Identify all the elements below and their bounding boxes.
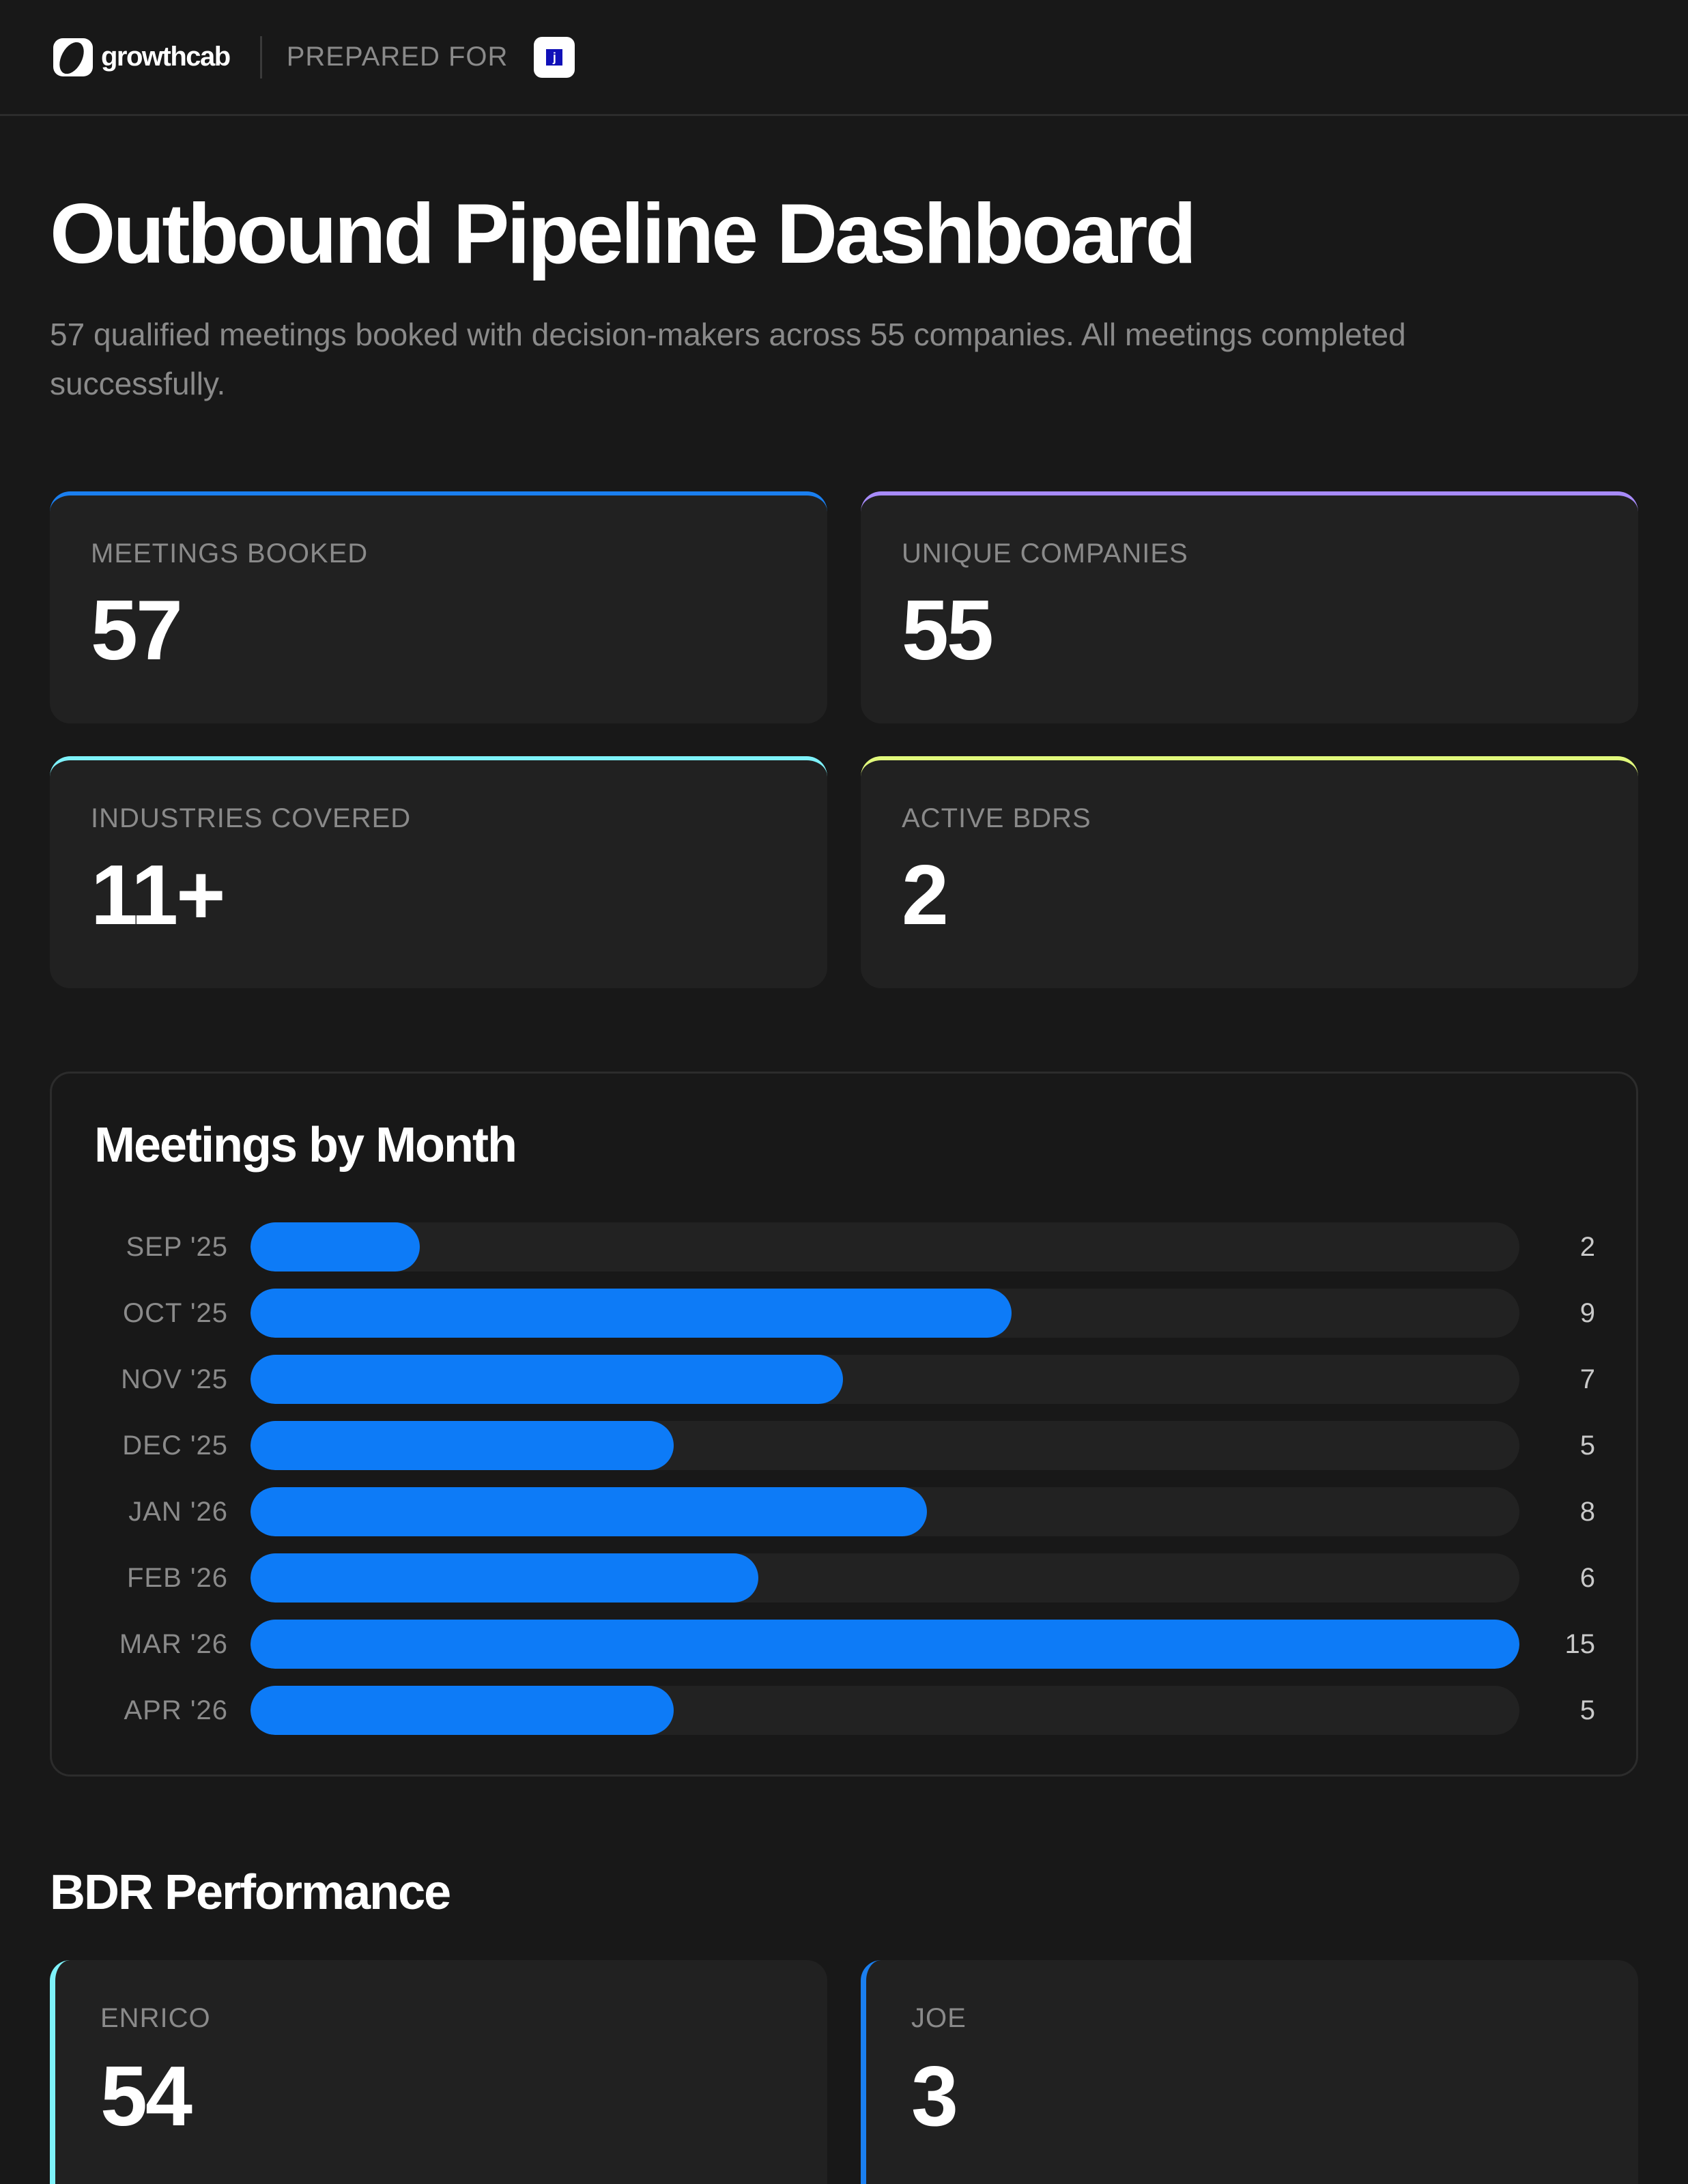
bar-track (251, 1553, 1519, 1603)
bdr-performance-title: BDR Performance (50, 1865, 451, 1920)
bar-fill (251, 1620, 1519, 1669)
stat-value: 57 (91, 584, 183, 678)
bar-month-label: FEB '26 (126, 1563, 228, 1593)
stat-card-unique-companies: UNIQUE COMPANIES 55 (861, 491, 1638, 723)
bar-row: OCT '25 9 (52, 1289, 1636, 1338)
growthcab-logo-icon (53, 38, 93, 76)
bar-value: 6 (1579, 1563, 1595, 1593)
bar-track (251, 1355, 1519, 1404)
bar-month-label: NOV '25 (121, 1364, 228, 1394)
bar-month-label: DEC '25 (122, 1431, 228, 1461)
bar-fill (251, 1553, 758, 1603)
bar-track (251, 1620, 1519, 1669)
chart-title: Meetings by Month (94, 1118, 517, 1173)
bar-value: 7 (1579, 1364, 1595, 1394)
bar-fill (251, 1355, 843, 1404)
header-divider (259, 35, 262, 78)
stat-label: INDUSTRIES COVERED (91, 803, 412, 833)
bar-track (251, 1686, 1519, 1735)
meetings-by-month-chart: Meetings by Month SEP '25 2 OCT '25 9 NOV '2… (50, 1072, 1638, 1777)
bar-fill (251, 1289, 1012, 1338)
prepared-for-label: PREPARED FOR (286, 42, 509, 72)
bar-value: 15 (1564, 1629, 1596, 1659)
bar-month-label: APR '26 (124, 1695, 228, 1725)
bdr-card-joe: JOE 3 (861, 1960, 1638, 2184)
brand-logo[interactable]: growthcab (53, 38, 231, 76)
bar-track (251, 1487, 1519, 1536)
bdr-meetings-count: 54 (100, 2050, 192, 2144)
bar-fill (251, 1421, 674, 1470)
bar-row: DEC '25 5 (52, 1421, 1636, 1470)
client-logo-icon: j (546, 48, 563, 66)
page-title: Outbound Pipeline Dashboard (50, 187, 1197, 281)
stat-card-active-bdrs: ACTIVE BDRS 2 (861, 756, 1638, 988)
bdr-name: JOE (911, 2003, 967, 2033)
bar-row: NOV '25 7 (52, 1355, 1636, 1404)
stat-value: 2 (902, 848, 949, 943)
bar-month-label: OCT '25 (123, 1298, 228, 1328)
stat-label: UNIQUE COMPANIES (902, 538, 1188, 569)
bar-track (251, 1222, 1519, 1271)
top-header: growthcab PREPARED FOR j (0, 0, 1688, 116)
bar-row: SEP '25 2 (52, 1222, 1636, 1271)
bar-track (251, 1289, 1519, 1338)
stat-label: MEETINGS BOOKED (91, 538, 369, 569)
bar-value: 2 (1579, 1232, 1595, 1262)
bdr-meetings-count: 3 (911, 2050, 958, 2144)
bar-value: 9 (1579, 1298, 1595, 1328)
bar-month-label: SEP '25 (126, 1232, 228, 1262)
bar-row: MAR '26 15 (52, 1620, 1636, 1669)
bar-fill (251, 1487, 928, 1536)
brand-name: growthcab (101, 42, 231, 72)
bar-row: JAN '26 8 (52, 1487, 1636, 1536)
page-subtitle: 57 qualified meetings booked with decisi… (50, 317, 1406, 401)
bar-value: 5 (1579, 1695, 1595, 1725)
bar-fill (251, 1222, 420, 1271)
stat-value: 55 (902, 584, 994, 678)
stat-card-industries-covered: INDUSTRIES COVERED 11+ (50, 756, 827, 988)
stat-label: ACTIVE BDRS (902, 803, 1091, 833)
bar-month-label: MAR '26 (119, 1629, 228, 1659)
stat-value: 11+ (91, 848, 226, 943)
bar-track (251, 1421, 1519, 1470)
bar-month-label: JAN '26 (128, 1497, 228, 1527)
bar-row: APR '26 5 (52, 1686, 1636, 1735)
bar-value: 5 (1579, 1431, 1595, 1461)
stat-card-meetings-booked: MEETINGS BOOKED 57 (50, 491, 827, 723)
bar-value: 8 (1579, 1497, 1595, 1527)
bar-row: FEB '26 6 (52, 1553, 1636, 1603)
bdr-name: ENRICO (100, 2003, 211, 2033)
client-logo: j (534, 36, 575, 78)
bdr-card-enrico: ENRICO 54 (50, 1960, 827, 2184)
bar-fill (251, 1686, 674, 1735)
